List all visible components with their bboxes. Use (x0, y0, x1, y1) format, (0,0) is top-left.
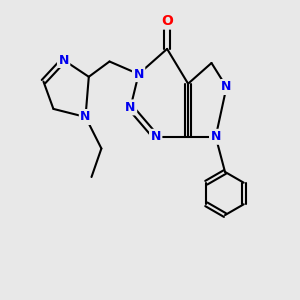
Text: N: N (151, 130, 161, 143)
Text: N: N (211, 130, 221, 143)
Text: N: N (125, 101, 136, 114)
Text: N: N (58, 53, 69, 67)
Text: N: N (134, 68, 144, 81)
Text: N: N (221, 80, 232, 94)
Text: N: N (80, 110, 91, 124)
Text: O: O (161, 14, 173, 28)
